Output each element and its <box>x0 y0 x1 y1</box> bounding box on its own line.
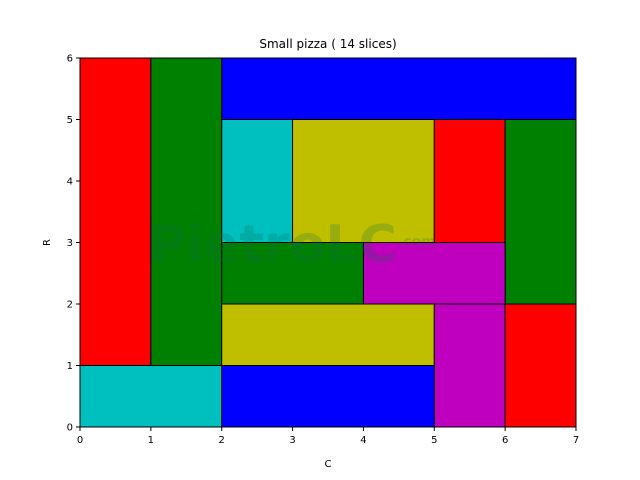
x-tick-label: 5 <box>431 435 437 446</box>
y-tick-label: 4 <box>67 177 73 188</box>
y-tick-label: 6 <box>67 54 73 65</box>
pizza-slice-14 <box>221 365 435 428</box>
watermark-suffix: .com <box>398 234 436 250</box>
x-tick-label: 2 <box>219 435 225 446</box>
x-tick-label: 4 <box>360 435 366 446</box>
pizza-slice-2 <box>150 57 223 366</box>
x-tick-label: 7 <box>573 435 579 446</box>
y-tick-label: 2 <box>67 300 73 311</box>
pizza-slice-7 <box>504 119 577 305</box>
y-tick-label: 5 <box>67 115 73 126</box>
pizza-slice-12 <box>504 303 577 428</box>
x-tick-label: 1 <box>148 435 154 446</box>
watermark: PietroLC .com <box>148 215 436 275</box>
x-tick-label: 6 <box>502 435 508 446</box>
y-tick-label: 3 <box>67 238 73 249</box>
pizza-slice-9 <box>362 242 506 305</box>
pizza-slice-8 <box>221 242 364 305</box>
x-axis-label: C <box>325 459 332 470</box>
y-tick-label: 1 <box>67 361 73 372</box>
x-axis-ticks: 0 1 2 3 4 5 6 7 <box>77 427 579 446</box>
pizza-slice-10 <box>221 303 435 366</box>
y-axis-ticks: 0 1 2 3 4 5 6 <box>67 54 80 434</box>
chart-title: Small pizza ( 14 slices) <box>259 37 396 51</box>
pizza-slice-11 <box>433 303 506 428</box>
watermark-text: PietroLC <box>148 215 397 275</box>
x-tick-label: 3 <box>289 435 295 446</box>
pizza-slice-1 <box>79 57 152 366</box>
pizza-slice-6 <box>433 119 506 243</box>
x-tick-label: 0 <box>77 435 83 446</box>
y-tick-label: 0 <box>67 423 73 434</box>
y-axis-label: R <box>42 239 53 246</box>
pizza-slice-3 <box>221 57 577 120</box>
pizza-slice-4 <box>221 119 294 243</box>
slices-layer <box>79 57 577 428</box>
pizza-slice-13 <box>79 365 223 428</box>
